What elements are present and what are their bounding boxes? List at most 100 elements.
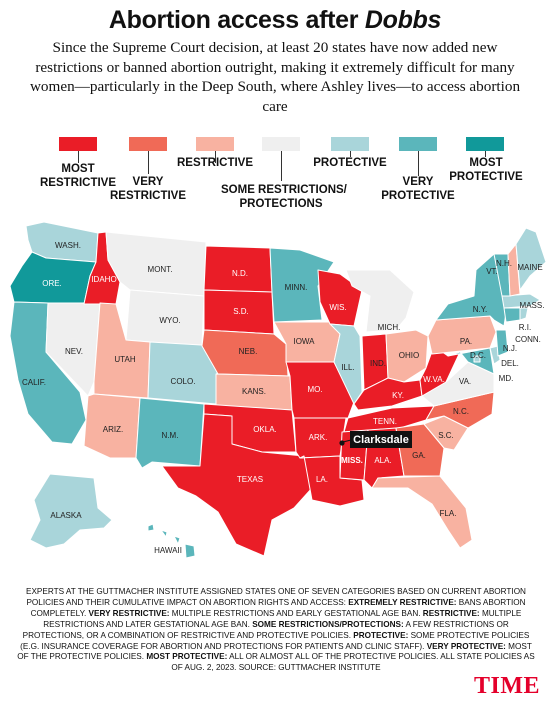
state-md [447, 347, 495, 375]
legend-swatch-most-protective [466, 137, 504, 151]
label-utah: UTAH [114, 355, 135, 364]
state-sc [423, 415, 469, 451]
label-nc: N.C. [453, 407, 469, 416]
label-nm: N.M. [162, 431, 179, 440]
clarksdale-dot [339, 440, 345, 446]
label-hawaii: HAWAII [154, 546, 182, 555]
label-texas: TEXAS [237, 475, 263, 484]
legend-tick [215, 151, 216, 163]
state-la [299, 455, 365, 507]
label-maine: MAINE [517, 263, 542, 272]
label-wva: W.VA. [423, 375, 445, 384]
label-mo: MO. [307, 385, 322, 394]
label-iowa: IOWA [293, 337, 315, 346]
label-pa: PA. [460, 337, 472, 346]
legend-tick [78, 151, 79, 163]
legend-tick [350, 151, 351, 157]
state-nj [495, 329, 509, 357]
state-alaska [29, 473, 113, 549]
page-subtitle: Since the Supreme Court decision, at lea… [29, 39, 521, 115]
legend-label-very-protective: VERY PROTECTIVE [381, 176, 455, 202]
legend-tick [418, 151, 419, 176]
legend-swatch-very-protective [399, 137, 437, 151]
label-ark: ARK. [309, 433, 328, 442]
label-ind: IND. [370, 359, 386, 368]
label-ariz: ARIZ. [103, 425, 123, 434]
label-conn: CONN. [515, 335, 541, 344]
legend-swatch-some [262, 137, 300, 151]
legend-label-protective: PROTECTIVE [313, 157, 387, 169]
label-vt: VT. [486, 267, 498, 276]
state-mont [105, 231, 207, 297]
clarksdale-box [350, 431, 412, 448]
clarksdale-label: Clarksdale [353, 434, 409, 446]
label-neb: NEB. [239, 347, 258, 356]
label-sc: S.C. [438, 431, 454, 440]
legend-swatch-most-restrictive [59, 137, 97, 151]
label-okla: OKLA. [253, 425, 277, 434]
legend-label-most-restrictive: MOST RESTRICTIVE [39, 163, 117, 189]
label-wash: WASH. [55, 241, 81, 250]
label-la: LA. [316, 475, 328, 484]
label-ri: R.I. [519, 323, 531, 332]
label-ore: ORE. [42, 279, 62, 288]
label-minn: MINN. [285, 283, 308, 292]
legend-tick [281, 151, 282, 181]
state-maine [515, 227, 547, 291]
legend-swatch-restrictive [196, 137, 234, 151]
label-dc: D.C. [470, 351, 486, 360]
map-legend: MOST RESTRICTIVE VERY RESTRICTIVE RESTRICT… [0, 132, 550, 220]
legend-tick [485, 151, 486, 157]
label-fla: FLA. [440, 509, 457, 518]
state-fla [371, 475, 473, 549]
label-nd: N.D. [232, 269, 248, 278]
label-nj: N.J. [503, 344, 517, 353]
state-ri [519, 307, 529, 321]
label-colo: COLO. [171, 377, 196, 386]
title-main: Abortion access after [108, 6, 365, 34]
label-wyo: WYO. [159, 316, 180, 325]
label-ill: ILL. [341, 363, 354, 372]
label-del: DEL. [501, 359, 519, 368]
label-va: VA. [459, 377, 471, 386]
label-ny: N.Y. [473, 305, 488, 314]
label-miss: MISS. [341, 456, 363, 465]
label-alaska: ALASKA [50, 511, 82, 520]
legend-swatch-protective [331, 137, 369, 151]
page-title: Abortion access after Dobbs [0, 6, 550, 35]
label-nh: N.H. [496, 259, 512, 268]
state-labels: WASH. ORE. CALIF. NEV. IDAHO MONT. WYO. … [22, 241, 544, 555]
state-mass [501, 293, 541, 309]
label-ky: KY. [392, 391, 404, 400]
label-nev: NEV. [65, 347, 83, 356]
label-ala: ALA. [374, 456, 391, 465]
label-ohio: OHIO [399, 351, 419, 360]
title-italic: Dobbs [364, 6, 442, 34]
state-hawaii [147, 523, 196, 559]
legend-label-very-restrictive: VERY RESTRICTIVE [109, 176, 187, 202]
label-kans: KANS. [242, 387, 266, 396]
legend-swatch-very-restrictive [129, 137, 167, 151]
label-mich: MICH. [378, 323, 401, 332]
legend-tick [148, 151, 149, 174]
state-conn [503, 307, 521, 323]
methodology-footnote: Experts at the Guttmacher Institute assi… [17, 587, 535, 673]
label-tenn: TENN. [373, 417, 397, 426]
label-mass: MASS. [520, 301, 545, 310]
label-idaho: IDAHO [91, 275, 116, 284]
legend-label-most-protective: MOST PROTECTIVE [449, 157, 523, 183]
label-ga: GA. [412, 451, 426, 460]
legend-label-restrictive: RESTRICTIVE [176, 157, 254, 169]
clarksdale-callout: Clarksdale [339, 431, 412, 448]
label-wis: WIS. [329, 303, 346, 312]
label-md: MD. [499, 374, 514, 383]
legend-label-some: SOME RESTRICTIONS/PROTECTIONS [221, 184, 347, 210]
label-calif: CALIF. [22, 378, 46, 387]
label-sd: S.D. [233, 307, 249, 316]
time-logo: TIME [473, 673, 540, 699]
us-map: WASH. ORE. CALIF. NEV. IDAHO MONT. WYO. … [0, 222, 550, 578]
state-dc [473, 355, 481, 363]
state-mich [345, 269, 415, 333]
label-mont: MONT. [148, 265, 173, 274]
state-texas [161, 413, 313, 557]
